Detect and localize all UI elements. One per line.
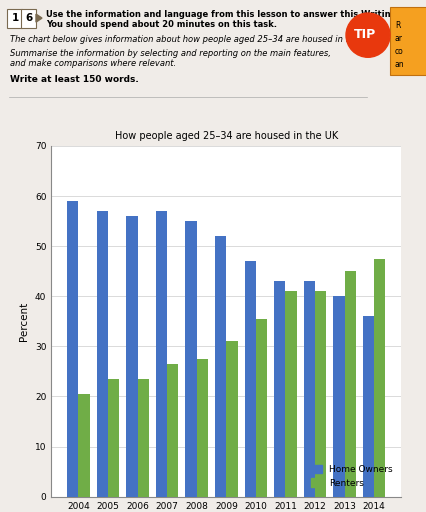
Bar [155,211,167,497]
Bar [244,261,255,497]
Bar [108,379,119,497]
Bar [362,316,373,497]
Text: The chart below gives information about how people aged 25–34 are housed in the : The chart below gives information about … [10,35,375,44]
Text: co: co [394,47,403,56]
Text: Use the information and language from this lesson to answer this Writing Part 1 : Use the information and language from th… [46,10,426,18]
Bar [215,236,226,497]
FancyBboxPatch shape [389,7,426,75]
Polygon shape [36,14,42,22]
Bar [167,364,178,497]
Bar [273,281,285,497]
Bar [333,296,344,497]
Text: an: an [394,60,404,69]
Text: Summarise the information by selecting and reporting on the main features,: Summarise the information by selecting a… [10,49,330,58]
Legend: Home Owners, Renters: Home Owners, Renters [305,460,396,492]
Bar [314,291,325,497]
Bar [137,379,148,497]
Text: 6: 6 [25,13,32,23]
Bar [285,291,296,497]
Bar [97,211,108,497]
Bar [196,359,207,497]
Bar [226,342,237,497]
Text: You should spend about 20 minutes on this task.: You should spend about 20 minutes on thi… [46,19,276,29]
Bar [185,221,196,497]
Text: and make comparisons where relevant.: and make comparisons where relevant. [10,59,176,68]
Title: How people aged 25–34 are housed in the UK: How people aged 25–34 are housed in the … [115,131,337,141]
Bar [344,271,355,497]
Text: Write at least 150 words.: Write at least 150 words. [10,75,138,84]
Text: TIP: TIP [353,28,375,40]
Bar [67,201,78,497]
Circle shape [345,13,389,57]
FancyBboxPatch shape [8,9,23,28]
Y-axis label: Percent: Percent [19,302,29,341]
Text: R: R [394,20,400,30]
Bar [78,394,89,497]
Bar [126,216,137,497]
Text: 1: 1 [12,13,19,23]
Bar [303,281,314,497]
Bar [255,319,267,497]
Bar [373,259,385,497]
Text: ar: ar [394,34,402,42]
FancyBboxPatch shape [21,9,36,28]
